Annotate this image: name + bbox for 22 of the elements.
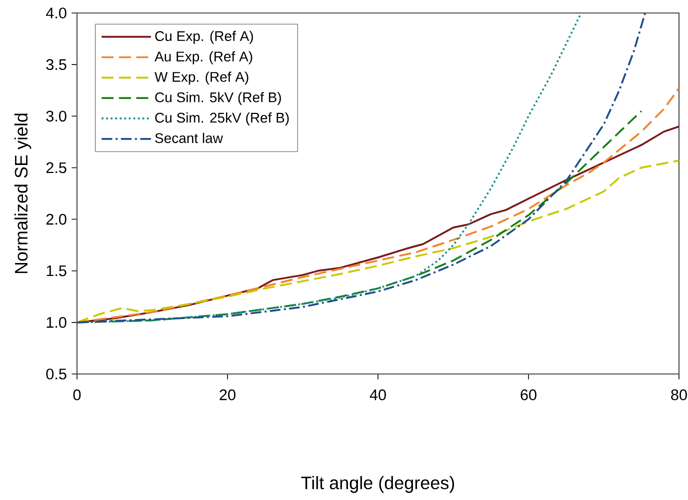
x-tick-label: 80 <box>671 389 687 400</box>
legend-label: W Exp. (Ref A) <box>154 72 248 85</box>
y-tick-label: 1.5 <box>46 266 66 276</box>
y-tick-label: 3.5 <box>46 59 66 70</box>
y-tick-label: 0.5 <box>46 368 66 380</box>
x-axis-title: Tilt angle (degrees) <box>301 476 454 493</box>
y-tick-label: 3.0 <box>46 110 66 122</box>
y-tick-label: 2.0 <box>46 214 66 225</box>
legend-label: Cu Sim. 25kV (Ref B) <box>155 112 289 126</box>
y-axis-title: Normalized SE yield <box>14 114 32 274</box>
legend-label: Cu Sim. 5kV (Ref B) <box>155 92 281 106</box>
y-tick-label: 4.0 <box>46 8 66 18</box>
y-tick-label: 1.0 <box>46 317 66 328</box>
x-tick-label: 20 <box>220 389 236 400</box>
x-tick-label: 60 <box>520 389 536 400</box>
legend-label: Cu Exp. (Ref A) <box>155 30 253 44</box>
x-tick-label: 40 <box>370 389 386 400</box>
legend-label: Au Exp. (Ref A) <box>154 51 252 64</box>
y-tick-label: 2.5 <box>46 162 66 174</box>
legend-label: Secant law <box>155 132 224 144</box>
x-tick-label: 0 <box>73 389 81 400</box>
line-series <box>77 160 679 324</box>
